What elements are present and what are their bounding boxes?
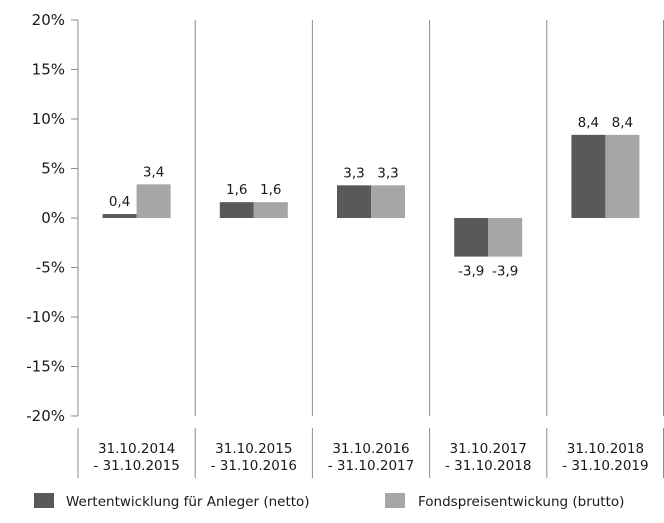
bar-brutto [488,218,523,257]
data-labels: 0,4 1,6 3,3 -3,9 8,4 3,4 1,6 3,3 -3,9 8,4 [109,115,633,280]
data-label: 3,4 [143,164,164,180]
x-tick-label-line-2: - 31.10.2016 [211,458,297,474]
y-tick-label: 15% [32,61,65,79]
data-label: -3,9 [458,264,484,280]
legend-swatch [34,493,54,508]
y-tick-label: 0% [41,209,65,227]
x-tick-label-line-2: - 31.10.2018 [445,458,531,474]
legend-swatch [385,493,405,508]
bar-netto [337,185,371,218]
y-tick-label: 20% [32,11,65,29]
data-label: 1,6 [226,182,247,198]
data-label: 3,3 [377,165,398,181]
y-tick-label: -5% [36,259,65,277]
bar-brutto [136,184,171,218]
bar-netto [219,202,254,218]
y-tick-label: -10% [26,308,65,326]
bar-brutto [371,185,405,218]
legend-label: Wertentwicklung für Anleger (netto) [66,494,310,510]
bar-netto [571,134,606,218]
x-tick-label-line-1: 31.10.2018 [567,441,644,457]
x-tick-label-line-1: 31.10.2017 [450,441,527,457]
data-label: 3,3 [343,165,364,181]
y-axis-ticks: 20% 15% 10% 5% 0% -5% -10% -15% -20% [26,11,78,425]
data-label: 0,4 [109,194,130,210]
x-tick-label-line-2: - 31.10.2015 [93,458,179,474]
x-tick-label-line-1: 31.10.2014 [98,441,175,457]
bars [102,134,640,257]
data-label: 1,6 [260,182,281,198]
y-tick-label: 10% [32,110,65,128]
x-tick-label-line-2: - 31.10.2017 [328,458,414,474]
bar-brutto [253,202,288,218]
bar-brutto [605,134,640,218]
x-tick-label-line-1: 31.10.2015 [215,441,292,457]
data-label: 8,4 [612,115,633,131]
legend: Wertentwicklung für Anleger (netto) Fonds… [34,493,624,510]
y-tick-label: 5% [41,160,65,178]
bar-netto [454,218,489,257]
bar-netto [102,214,137,218]
data-label: 8,4 [578,115,599,131]
y-tick-label: -15% [26,358,65,376]
x-tick-label-line-2: - 31.10.2019 [562,458,648,474]
x-tick-label-line-1: 31.10.2016 [332,441,409,457]
y-tick-label: -20% [26,407,65,425]
data-label: -3,9 [492,264,518,280]
legend-label: Fondspreisentwickung (brutto) [418,494,624,510]
